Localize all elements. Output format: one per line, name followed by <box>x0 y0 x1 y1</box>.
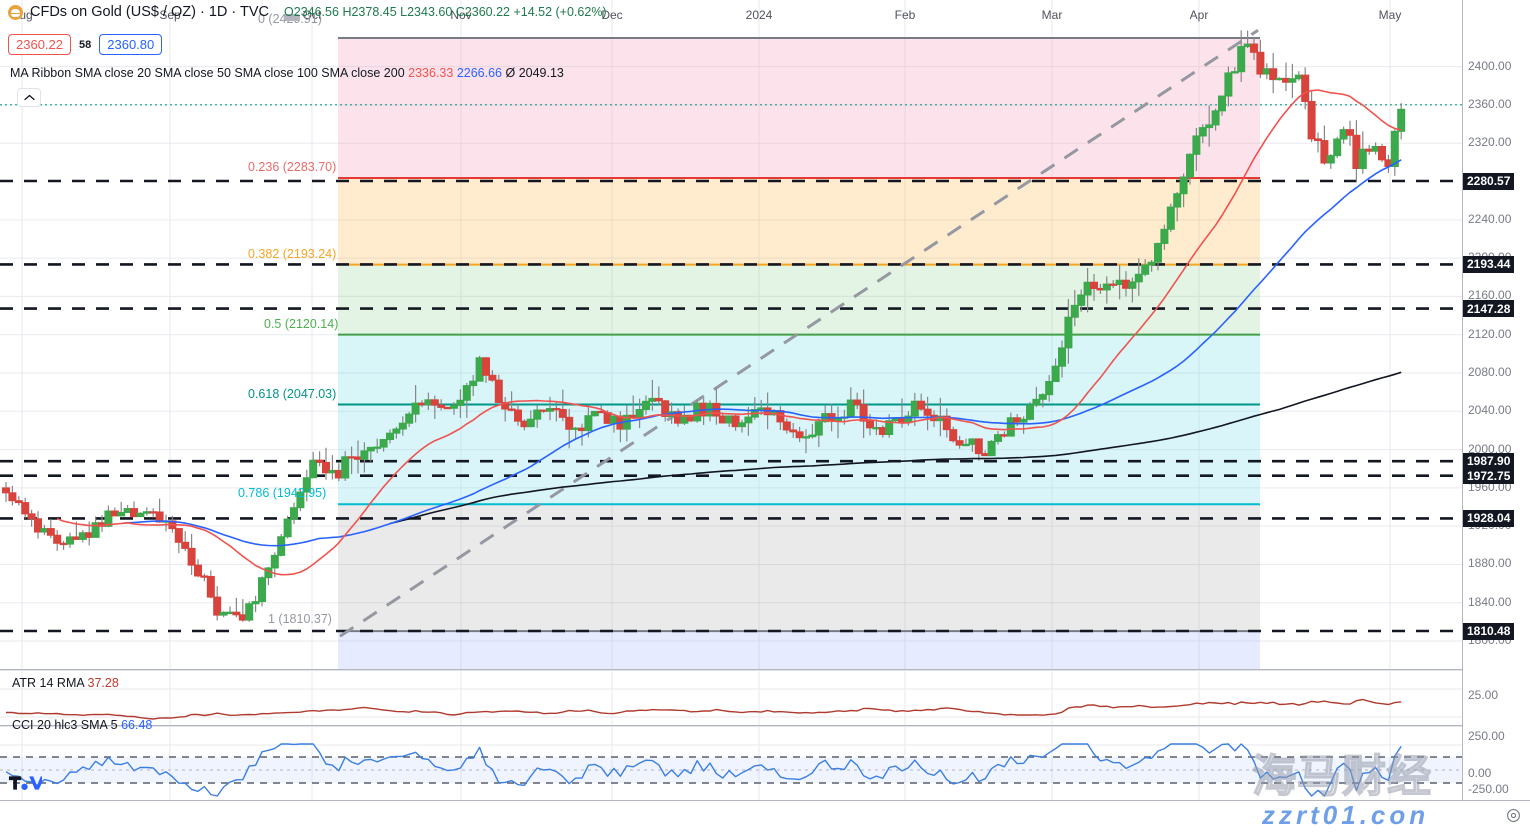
price-chips-row: 2360.22 58 2360.80 <box>8 34 163 55</box>
time-tick: Mar <box>1041 8 1063 22</box>
price-tick: 2400.00 <box>1468 58 1512 73</box>
price-tick: 2080.00 <box>1468 364 1512 379</box>
price-level-badge[interactable]: 1928.04 <box>1463 509 1515 527</box>
price-tick: 2120.00 <box>1468 326 1512 341</box>
time-tick: Aug <box>11 8 33 22</box>
price-tick: 2320.00 <box>1468 135 1512 150</box>
price-level-badge[interactable]: 1810.48 <box>1463 622 1515 640</box>
fib-level-label[interactable]: 0.236 (2283.70) <box>248 160 337 174</box>
ma-ribbon-value-2: 2266.66 <box>456 66 502 80</box>
atr-value: 37.28 <box>87 676 119 690</box>
chevron-up-icon <box>23 94 35 101</box>
atr-axis-tick: 25.00 <box>1468 688 1499 702</box>
price-tick: 1880.00 <box>1468 556 1512 571</box>
fib-level-label[interactable]: 0.618 (2047.03) <box>248 386 337 401</box>
ma-ribbon-legend[interactable]: MA Ribbon SMA close 20 SMA close 50 SMA … <box>10 66 564 80</box>
ma-ribbon-avg-symbol: Ø <box>505 66 516 80</box>
price-level-badge[interactable]: 1987.90 <box>1463 452 1515 470</box>
price-axis[interactable]: USD <box>1462 0 1530 800</box>
pane-separator-atr[interactable] <box>0 669 1530 670</box>
fib-level-label-bottom[interactable]: 1 (1810.37) <box>268 612 332 627</box>
time-tick: Nov <box>450 8 472 22</box>
price-tick: 2040.00 <box>1468 403 1512 418</box>
main-price-pane[interactable] <box>0 0 1462 670</box>
time-tick: Sep <box>159 8 181 22</box>
price-tick: 2160.00 <box>1468 288 1512 303</box>
spread-value: 58 <box>79 38 92 51</box>
cci-value: 66.48 <box>121 718 153 732</box>
cci-axis-tick: -250.00 <box>1468 782 1509 796</box>
collapse-legend-button[interactable] <box>17 88 41 107</box>
time-axis[interactable] <box>0 800 1530 832</box>
atr-label: ATR 14 RMA <box>12 676 85 690</box>
time-tick: 2024 <box>745 8 773 22</box>
cci-legend[interactable]: CCI 20 hlc3 SMA 5 66.48 <box>12 718 152 732</box>
time-tick: Dec <box>601 8 623 22</box>
cci-label: CCI 20 hlc3 SMA 5 <box>12 718 118 732</box>
fib-level-label[interactable]: 0.382 (2193.24) <box>248 246 337 261</box>
time-tick: Oct <box>302 8 322 22</box>
gear-icon[interactable] <box>1506 808 1521 823</box>
bid-price-chip[interactable]: 2360.22 <box>8 34 71 55</box>
cci-axis-tick: 0.00 <box>1468 766 1492 780</box>
price-tick: 2360.00 <box>1468 96 1512 111</box>
price-level-badge[interactable]: 2193.44 <box>1463 255 1515 273</box>
price-tick: 2000.00 <box>1468 441 1512 456</box>
ask-price-chip[interactable]: 2360.80 <box>99 34 163 55</box>
price-level-badge[interactable]: 2280.57 <box>1463 172 1515 190</box>
ma-ribbon-value-3: 2049.13 <box>518 66 564 80</box>
cci-indicator-pane[interactable] <box>0 726 1462 800</box>
price-tick: 2240.00 <box>1468 211 1512 226</box>
price-axis-divider <box>1462 0 1463 800</box>
time-tick: May <box>1378 8 1402 22</box>
price-level-badge[interactable]: 2147.28 <box>1463 300 1515 318</box>
ma-ribbon-value-1: 2336.33 <box>408 66 454 80</box>
fib-level-label[interactable]: 0.786 (1942.95) <box>238 486 327 501</box>
fib-level-label[interactable]: 0.5 (2120.14) <box>264 316 339 331</box>
ma-ribbon-label: MA Ribbon SMA close 20 SMA close 50 SMA … <box>10 66 405 80</box>
price-tick: 1840.00 <box>1468 594 1512 609</box>
pane-separator-cci[interactable] <box>0 725 1530 726</box>
tradingview-logo-icon[interactable] <box>8 772 42 794</box>
drag-handle[interactable] <box>284 14 300 21</box>
time-tick: Apr <box>1189 8 1209 22</box>
cci-axis-tick: 250.00 <box>1468 729 1505 743</box>
atr-indicator-pane[interactable] <box>0 670 1462 726</box>
time-tick: Feb <box>894 8 916 22</box>
atr-legend[interactable]: ATR 14 RMA 37.28 <box>12 676 119 690</box>
price-level-badge[interactable]: 1972.75 <box>1463 467 1515 485</box>
